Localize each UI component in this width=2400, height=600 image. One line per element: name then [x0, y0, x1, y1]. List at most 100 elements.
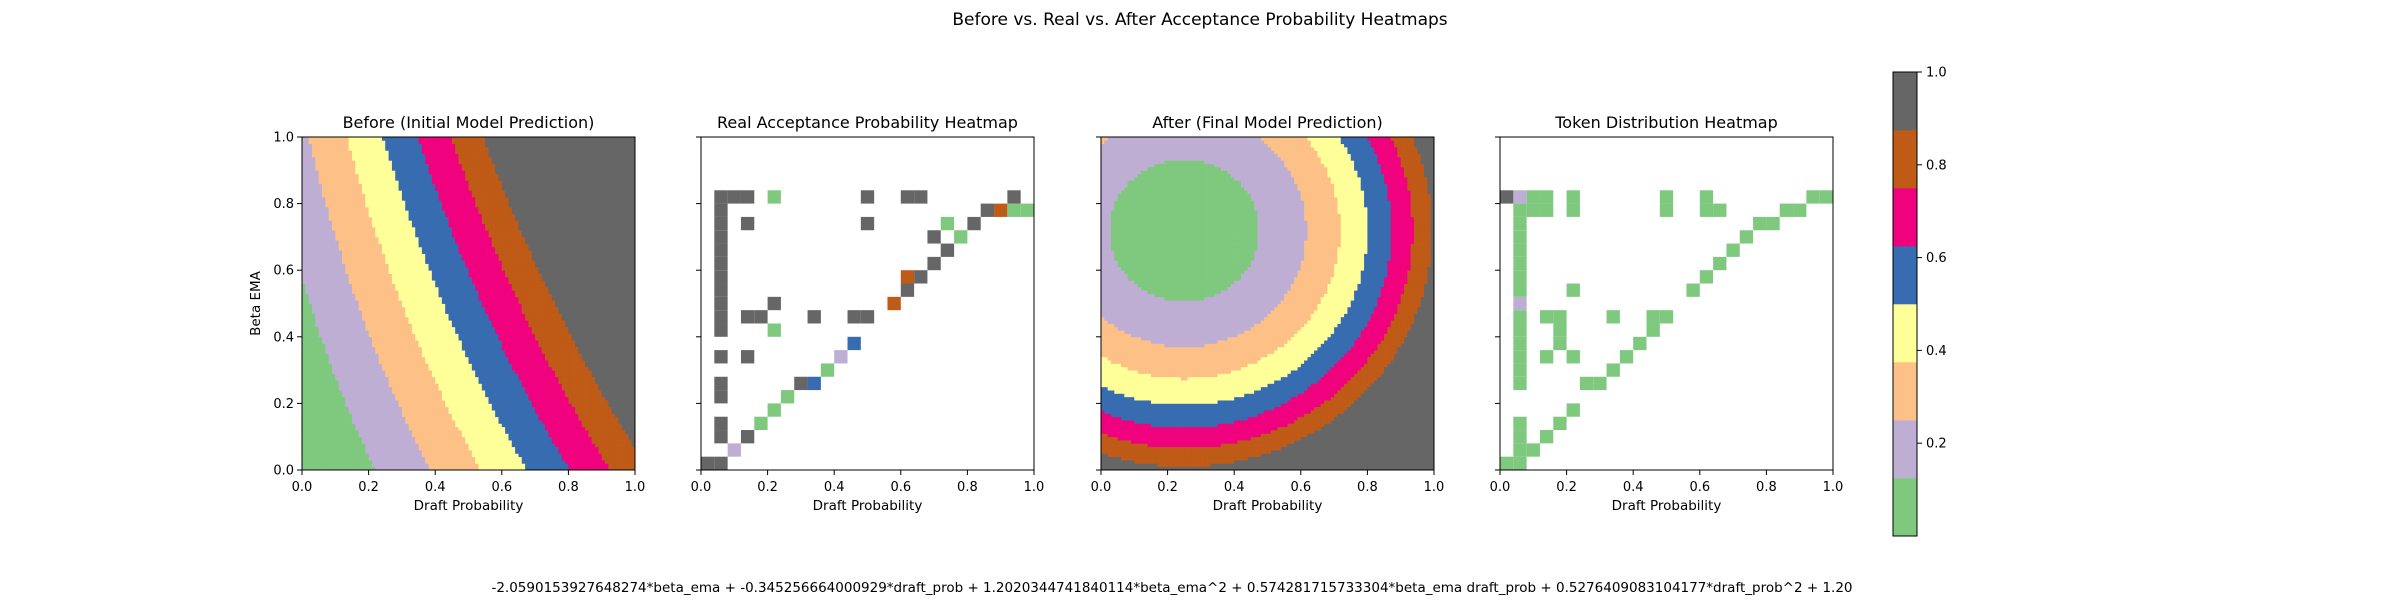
heatmap-cell: [305, 360, 310, 364]
heatmap-cell: [458, 190, 463, 195]
heatmap-cell: [321, 306, 326, 311]
heatmap-cell: [435, 250, 439, 254]
heatmap-cell: [348, 263, 353, 268]
heatmap-cell: [315, 283, 320, 288]
heatmap-cell: [321, 146, 326, 151]
heatmap-cell: [315, 270, 320, 274]
heatmap-cell: [365, 156, 369, 161]
heatmap-cell: [321, 283, 326, 288]
heatmap-cell: [435, 363, 439, 368]
heatmap-cell: [465, 250, 469, 254]
heatmap-cell: [358, 396, 363, 401]
heatmap-cell: [425, 440, 429, 444]
heatmap-cell: [358, 176, 363, 181]
heatmap-cell: [435, 340, 439, 344]
heatmap-cell: [388, 213, 393, 218]
heatmap-cell: [418, 450, 423, 454]
heatmap-cell: [381, 460, 386, 464]
heatmap-cell: [302, 316, 306, 321]
heatmap-cell: [318, 156, 323, 161]
heatmap-cell: [345, 170, 350, 175]
heatmap-cell: [305, 280, 310, 284]
heatmap-cell: [381, 140, 386, 145]
heatmap-cell: [378, 456, 383, 461]
heatmap-cell: [431, 400, 436, 404]
heatmap-cell: [328, 156, 333, 161]
heatmap-cell: [338, 173, 343, 178]
heatmap-cell: [441, 373, 446, 378]
heatmap-cell: [465, 243, 469, 248]
heatmap-cell: [405, 276, 409, 281]
heatmap-cell: [388, 360, 393, 364]
heatmap-cell: [302, 416, 306, 421]
heatmap-cell: [325, 160, 330, 165]
heatmap-cell: [461, 426, 466, 431]
heatmap-cell: [315, 233, 320, 238]
heatmap-cell: [318, 153, 323, 158]
heatmap-cell: [451, 453, 456, 458]
heatmap-cell: [411, 450, 416, 454]
heatmap-cell: [395, 160, 399, 165]
heatmap-cell: [448, 206, 453, 211]
heatmap-cell: [321, 210, 326, 214]
heatmap-cell: [401, 200, 406, 204]
heatmap-cell: [365, 283, 369, 288]
heatmap-cell: [345, 426, 350, 431]
heatmap-cell: [438, 326, 443, 331]
heatmap-cell: [365, 210, 369, 214]
heatmap-cell: [425, 363, 429, 368]
heatmap-cell: [388, 406, 393, 411]
heatmap-cell: [348, 333, 353, 338]
heatmap-cell: [365, 353, 369, 358]
heatmap-cell: [461, 170, 466, 175]
heatmap-cell: [371, 463, 376, 468]
heatmap-cell: [305, 223, 310, 228]
heatmap-cell: [398, 406, 403, 411]
heatmap-cell: [375, 440, 379, 444]
heatmap-cell: [378, 333, 383, 338]
heatmap-cell: [388, 156, 393, 161]
heatmap-cell: [415, 366, 419, 371]
heatmap-cell: [311, 350, 316, 354]
heatmap-cell: [348, 260, 353, 264]
heatmap-cell: [428, 230, 433, 234]
heatmap-cell: [368, 306, 373, 311]
heatmap-cell: [328, 153, 333, 158]
heatmap-cell: [401, 276, 406, 281]
heatmap-cell: [325, 200, 330, 204]
heatmap-cell: [398, 430, 403, 434]
heatmap-cell: [371, 203, 376, 208]
heatmap-cell: [435, 426, 439, 431]
heatmap-cell: [405, 246, 409, 251]
heatmap-cell: [318, 160, 323, 165]
heatmap-cell: [445, 436, 449, 441]
heatmap-cell: [355, 420, 360, 424]
heatmap-cell: [355, 186, 360, 191]
heatmap-cell: [345, 206, 350, 211]
heatmap-cell: [395, 190, 399, 195]
heatmap-cell: [321, 340, 326, 344]
heatmap-cell: [335, 440, 340, 444]
heatmap-cell: [331, 303, 336, 308]
heatmap-cell: [385, 353, 389, 358]
heatmap-cell: [355, 273, 360, 278]
heatmap-cell: [368, 153, 373, 158]
heatmap-cell: [318, 210, 323, 214]
heatmap-cell: [461, 430, 466, 434]
heatmap-cell: [345, 176, 350, 181]
heatmap-cell: [365, 206, 369, 211]
heatmap-cell: [448, 340, 453, 344]
heatmap-cell: [445, 313, 449, 318]
heatmap-cell: [328, 256, 333, 261]
heatmap-cell: [308, 283, 313, 288]
heatmap-cell: [461, 253, 466, 258]
heatmap-cell: [328, 336, 333, 341]
heatmap-cell: [308, 433, 313, 438]
heatmap-cell: [448, 140, 453, 145]
heatmap-cell: [361, 203, 366, 208]
heatmap-cell: [435, 266, 439, 271]
heatmap-cell: [305, 173, 310, 178]
heatmap-cell: [425, 293, 429, 298]
heatmap-cell: [338, 363, 343, 368]
heatmap-cell: [325, 216, 330, 221]
